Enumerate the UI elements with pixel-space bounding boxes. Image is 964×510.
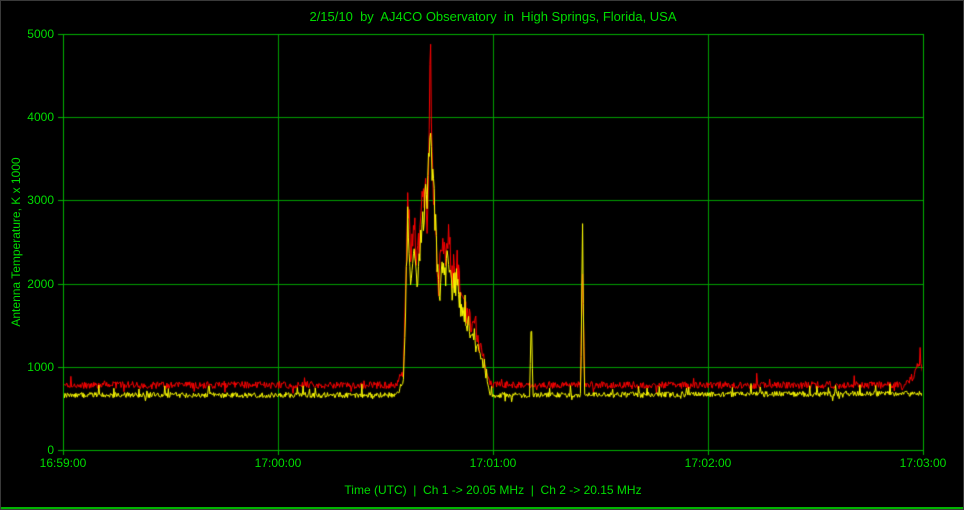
y-tick-label: 2000: [27, 276, 54, 291]
y-tick-label: 5000: [27, 27, 54, 41]
y-tick-label: 0: [47, 443, 54, 457]
bottom-border-line: [1, 507, 963, 509]
y-tick-label: 4000: [27, 110, 54, 125]
x-tick-label: 17:03:00: [899, 456, 947, 470]
x-axis-label: Time (UTC) | Ch 1 -> 20.05 MHz | Ch 2 ->…: [344, 483, 642, 497]
x-tick-label: 17:00:00: [254, 456, 302, 470]
x-tick-label: 17:01:00: [469, 456, 517, 470]
x-tick-label: 16:59:00: [39, 456, 87, 470]
chart-title: 2/15/10 by AJ4CO Observatory in High Spr…: [309, 9, 677, 24]
y-axis-tick-labels: 0 1000 2000 3000 4000 5000: [1, 1, 58, 509]
y-tick-label: 1000: [27, 359, 54, 374]
y-tick-label: 3000: [27, 193, 54, 208]
x-tick-label: 17:02:00: [684, 456, 732, 470]
